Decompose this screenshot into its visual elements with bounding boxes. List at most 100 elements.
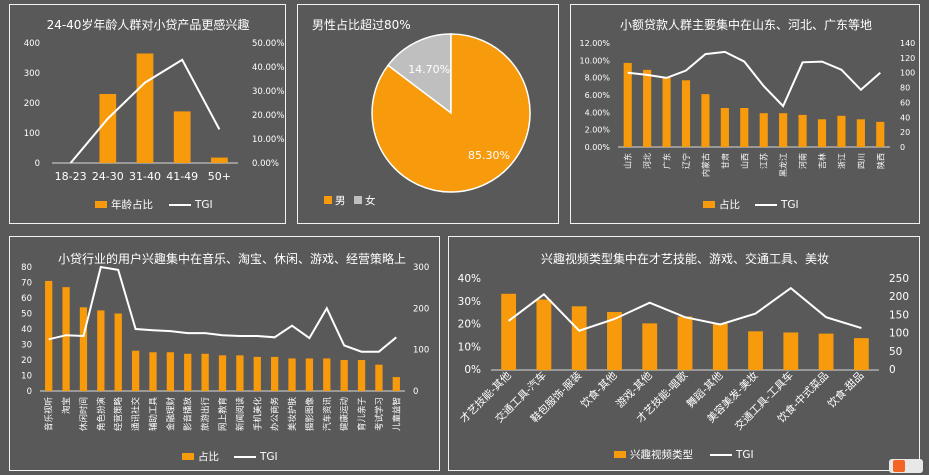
legend-label-female: 女 [365, 194, 376, 207]
y-left-tick: 6.00% [585, 91, 611, 100]
x-tick-label: 淘宝 [61, 397, 72, 414]
gender-chart-panel: 男性占比超过80% 14.70% 85.30% 男 女 [297, 4, 559, 224]
x-tick-label: 河北 [642, 153, 652, 169]
bar [712, 323, 728, 370]
legend-label-bar: 占比 [198, 450, 219, 463]
legend-label-male: 男 [335, 195, 346, 207]
bar [876, 121, 885, 147]
bar [97, 310, 105, 391]
age-chart: 24-40岁年龄人群对小贷产品更感兴趣 0 100 200 300 400 0.00% 10… [24, 17, 285, 211]
x-tick-label: 辅助工具 [148, 397, 159, 432]
pie-data-label: 14.70% [408, 63, 450, 76]
bar [662, 77, 671, 147]
y-left-tick: 20 [21, 356, 32, 366]
y-right-tick: 50 [889, 346, 902, 358]
x-tick-label: 儿童益智 [391, 397, 402, 431]
region-chart-panel: 小额贷款人群主要集中在山东、河北、广东等地 0.00% 2.00% 4.00% 6.0… [570, 4, 920, 224]
y-right-tick: 40.00% [252, 63, 284, 73]
legend-swatch-male [324, 196, 332, 204]
legend-swatch-bar [614, 451, 626, 458]
bar [643, 69, 652, 147]
age-chart-panel: 24-40岁年龄人群对小贷产品更感兴趣 0 100 200 300 400 0.00% 10… [9, 4, 286, 224]
y-left-tick: 200 [24, 99, 40, 109]
bar [740, 108, 749, 147]
legend-swatch-bar [703, 201, 715, 208]
y-left-tick: 0 [35, 159, 40, 169]
bar [837, 115, 846, 147]
x-tick-label: 健康运动 [339, 397, 350, 432]
bar [759, 113, 768, 147]
legend-swatch-female [354, 196, 362, 204]
y-left-tick: 0.00% [585, 143, 611, 152]
y-left-tick: 40% [458, 273, 481, 285]
bar [783, 332, 799, 370]
y-left-tick: 20% [458, 319, 481, 331]
bar [623, 62, 632, 147]
bar [701, 94, 710, 147]
x-tick-label: 考试学习 [374, 397, 385, 431]
y-left-tick: 30 [21, 341, 32, 351]
legend-label-bar: 兴趣视频类型 [630, 448, 693, 461]
y-right-tick: 50.00% [252, 39, 284, 49]
y-left-tick: 10% [458, 341, 481, 353]
x-tick-label: 31-40 [129, 170, 161, 183]
gender-chart: 男性占比超过80% 14.70% 85.30% 男 女 [312, 17, 531, 207]
x-tick-label: 手机美化 [252, 397, 263, 432]
bar [79, 307, 88, 391]
y-left-tick: 40 [21, 325, 32, 335]
bar [323, 358, 331, 391]
x-tick-label: 山东 [623, 153, 633, 169]
y-left-tick: 8.00% [585, 74, 611, 83]
pie-slice [371, 33, 531, 193]
bar [853, 338, 869, 370]
bar [798, 114, 807, 147]
x-tick-label: 浙江 [836, 153, 846, 169]
legend-label-line: TGI [259, 451, 278, 463]
bar [607, 311, 622, 370]
bar [149, 352, 157, 391]
bar [288, 358, 296, 391]
y-right-tick: 100 [413, 346, 429, 356]
chart-title: 小贷行业的用户兴趣集中在音乐、淘宝、休闲、游戏、经营策略上 [58, 251, 406, 266]
y-right-tick: 0 [413, 387, 418, 397]
bar [136, 53, 154, 163]
x-tick-label: 摄影图像 [304, 397, 315, 432]
bar [748, 331, 763, 370]
bar [571, 306, 587, 370]
y-right-tick: 200 [889, 291, 909, 303]
x-tick-label: 影音播放 [183, 397, 194, 432]
bar [375, 364, 383, 391]
chart-title: 24-40岁年龄人群对小贷产品更感兴趣 [47, 17, 250, 32]
y-right-tick: 10.00% [252, 135, 284, 145]
bar [270, 356, 279, 391]
x-tick-label: 育儿亲子 [357, 397, 368, 432]
legend-label-line: TGI [194, 199, 213, 211]
x-tick-label: 交通工具-工具车 [732, 369, 796, 433]
bar [253, 356, 261, 391]
y-right-tick: 250 [889, 273, 909, 285]
y-left-tick: 0 [27, 387, 32, 397]
y-left-tick: 30% [458, 296, 481, 308]
y-right-tick: 120 [900, 54, 915, 63]
bar [131, 350, 140, 391]
x-tick-label: 饮食-甜品 [825, 369, 867, 411]
bar [173, 111, 191, 163]
chart-title: 男性占比超过80% [312, 17, 411, 32]
video-chart: 兴趣视频类型集中在才艺技能、游戏、交通工具、美妆 0% 10% 20% 30% 40% 0… [457, 251, 909, 461]
bar [856, 119, 865, 147]
y-left-tick: 300 [24, 69, 40, 79]
bar [201, 353, 209, 391]
bar [236, 355, 244, 391]
x-tick-label: 休闲时间 [78, 397, 89, 431]
y-right-tick: 100 [889, 328, 909, 340]
bar [62, 287, 70, 391]
bar [166, 352, 175, 391]
x-tick-label: 50+ [208, 170, 231, 183]
y-left-tick: 70 [21, 279, 32, 289]
chart-title: 兴趣视频类型集中在才艺技能、游戏、交通工具、美妆 [541, 251, 829, 266]
legend-label-bar: 占比 [719, 198, 740, 211]
bar [536, 299, 552, 370]
x-tick-label: 山西 [739, 153, 749, 169]
y-right-tick: 40 [900, 113, 910, 122]
y-right-tick: 0 [889, 364, 896, 376]
